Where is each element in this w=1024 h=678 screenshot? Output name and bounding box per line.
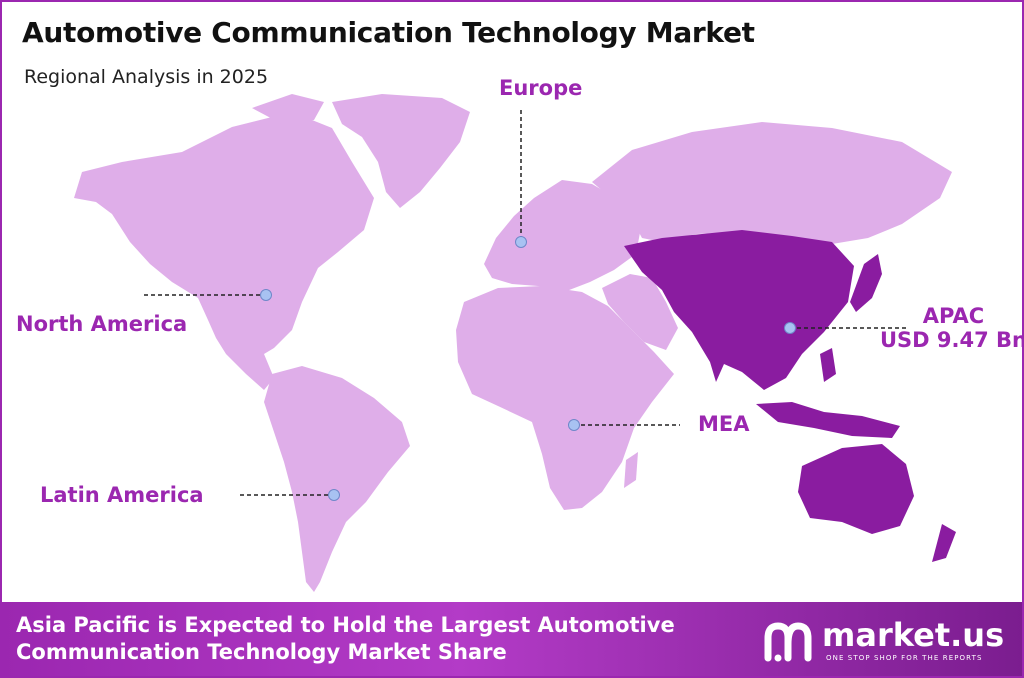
footer-text: Asia Pacific is Expected to Hold the Lar… [16,612,675,667]
footer-line-2: Communication Technology Market Share [16,640,507,665]
north-america-shape [74,112,374,390]
middle-east-shape [602,274,678,350]
europe-shape [484,180,642,292]
apac-marker [784,322,796,334]
footer-line-1: Asia Pacific is Expected to Hold the Lar… [16,613,675,637]
world-map [74,94,956,592]
brand-tagline: ONE STOP SHOP FOR THE REPORTS [826,654,983,662]
north-america-label: North America [16,312,188,336]
africa-shape [456,286,674,510]
madagascar-shape [624,452,638,488]
latin-america-label: Latin America [40,483,204,507]
footer-banner: Asia Pacific is Expected to Hold the Lar… [2,602,1022,676]
apac-label: APAC [922,304,985,328]
page-title: Automotive Communication Technology Mark… [22,16,755,49]
greenland-shape [332,94,470,208]
brand-name: market.us [822,616,1005,654]
apac-mainland-shape [624,230,854,390]
north-america-marker [260,289,272,301]
brand-logo[interactable]: market.us ONE STOP SHOP FOR THE REPORTS [764,616,1004,668]
europe-marker [515,236,527,248]
australia-shape [798,444,914,534]
market-us-logo-icon [764,622,812,662]
north-asia-shape [592,122,952,244]
philippines-shape [820,348,836,382]
apac-label-group: APAC USD 9.47 Bn [880,304,1024,353]
latin-america-marker [328,489,340,501]
new-zealand-shape [932,524,956,562]
mea-marker [568,419,580,431]
japan-shape [850,254,882,312]
apac-value: USD 9.47 Bn [880,328,1024,353]
south-america-shape [264,366,410,592]
indonesia-shape [756,402,900,438]
mea-label: MEA [698,412,750,436]
arctic-islands-shape [252,94,324,124]
europe-label: Europe [499,76,583,100]
page-subtitle: Regional Analysis in 2025 [24,66,269,88]
